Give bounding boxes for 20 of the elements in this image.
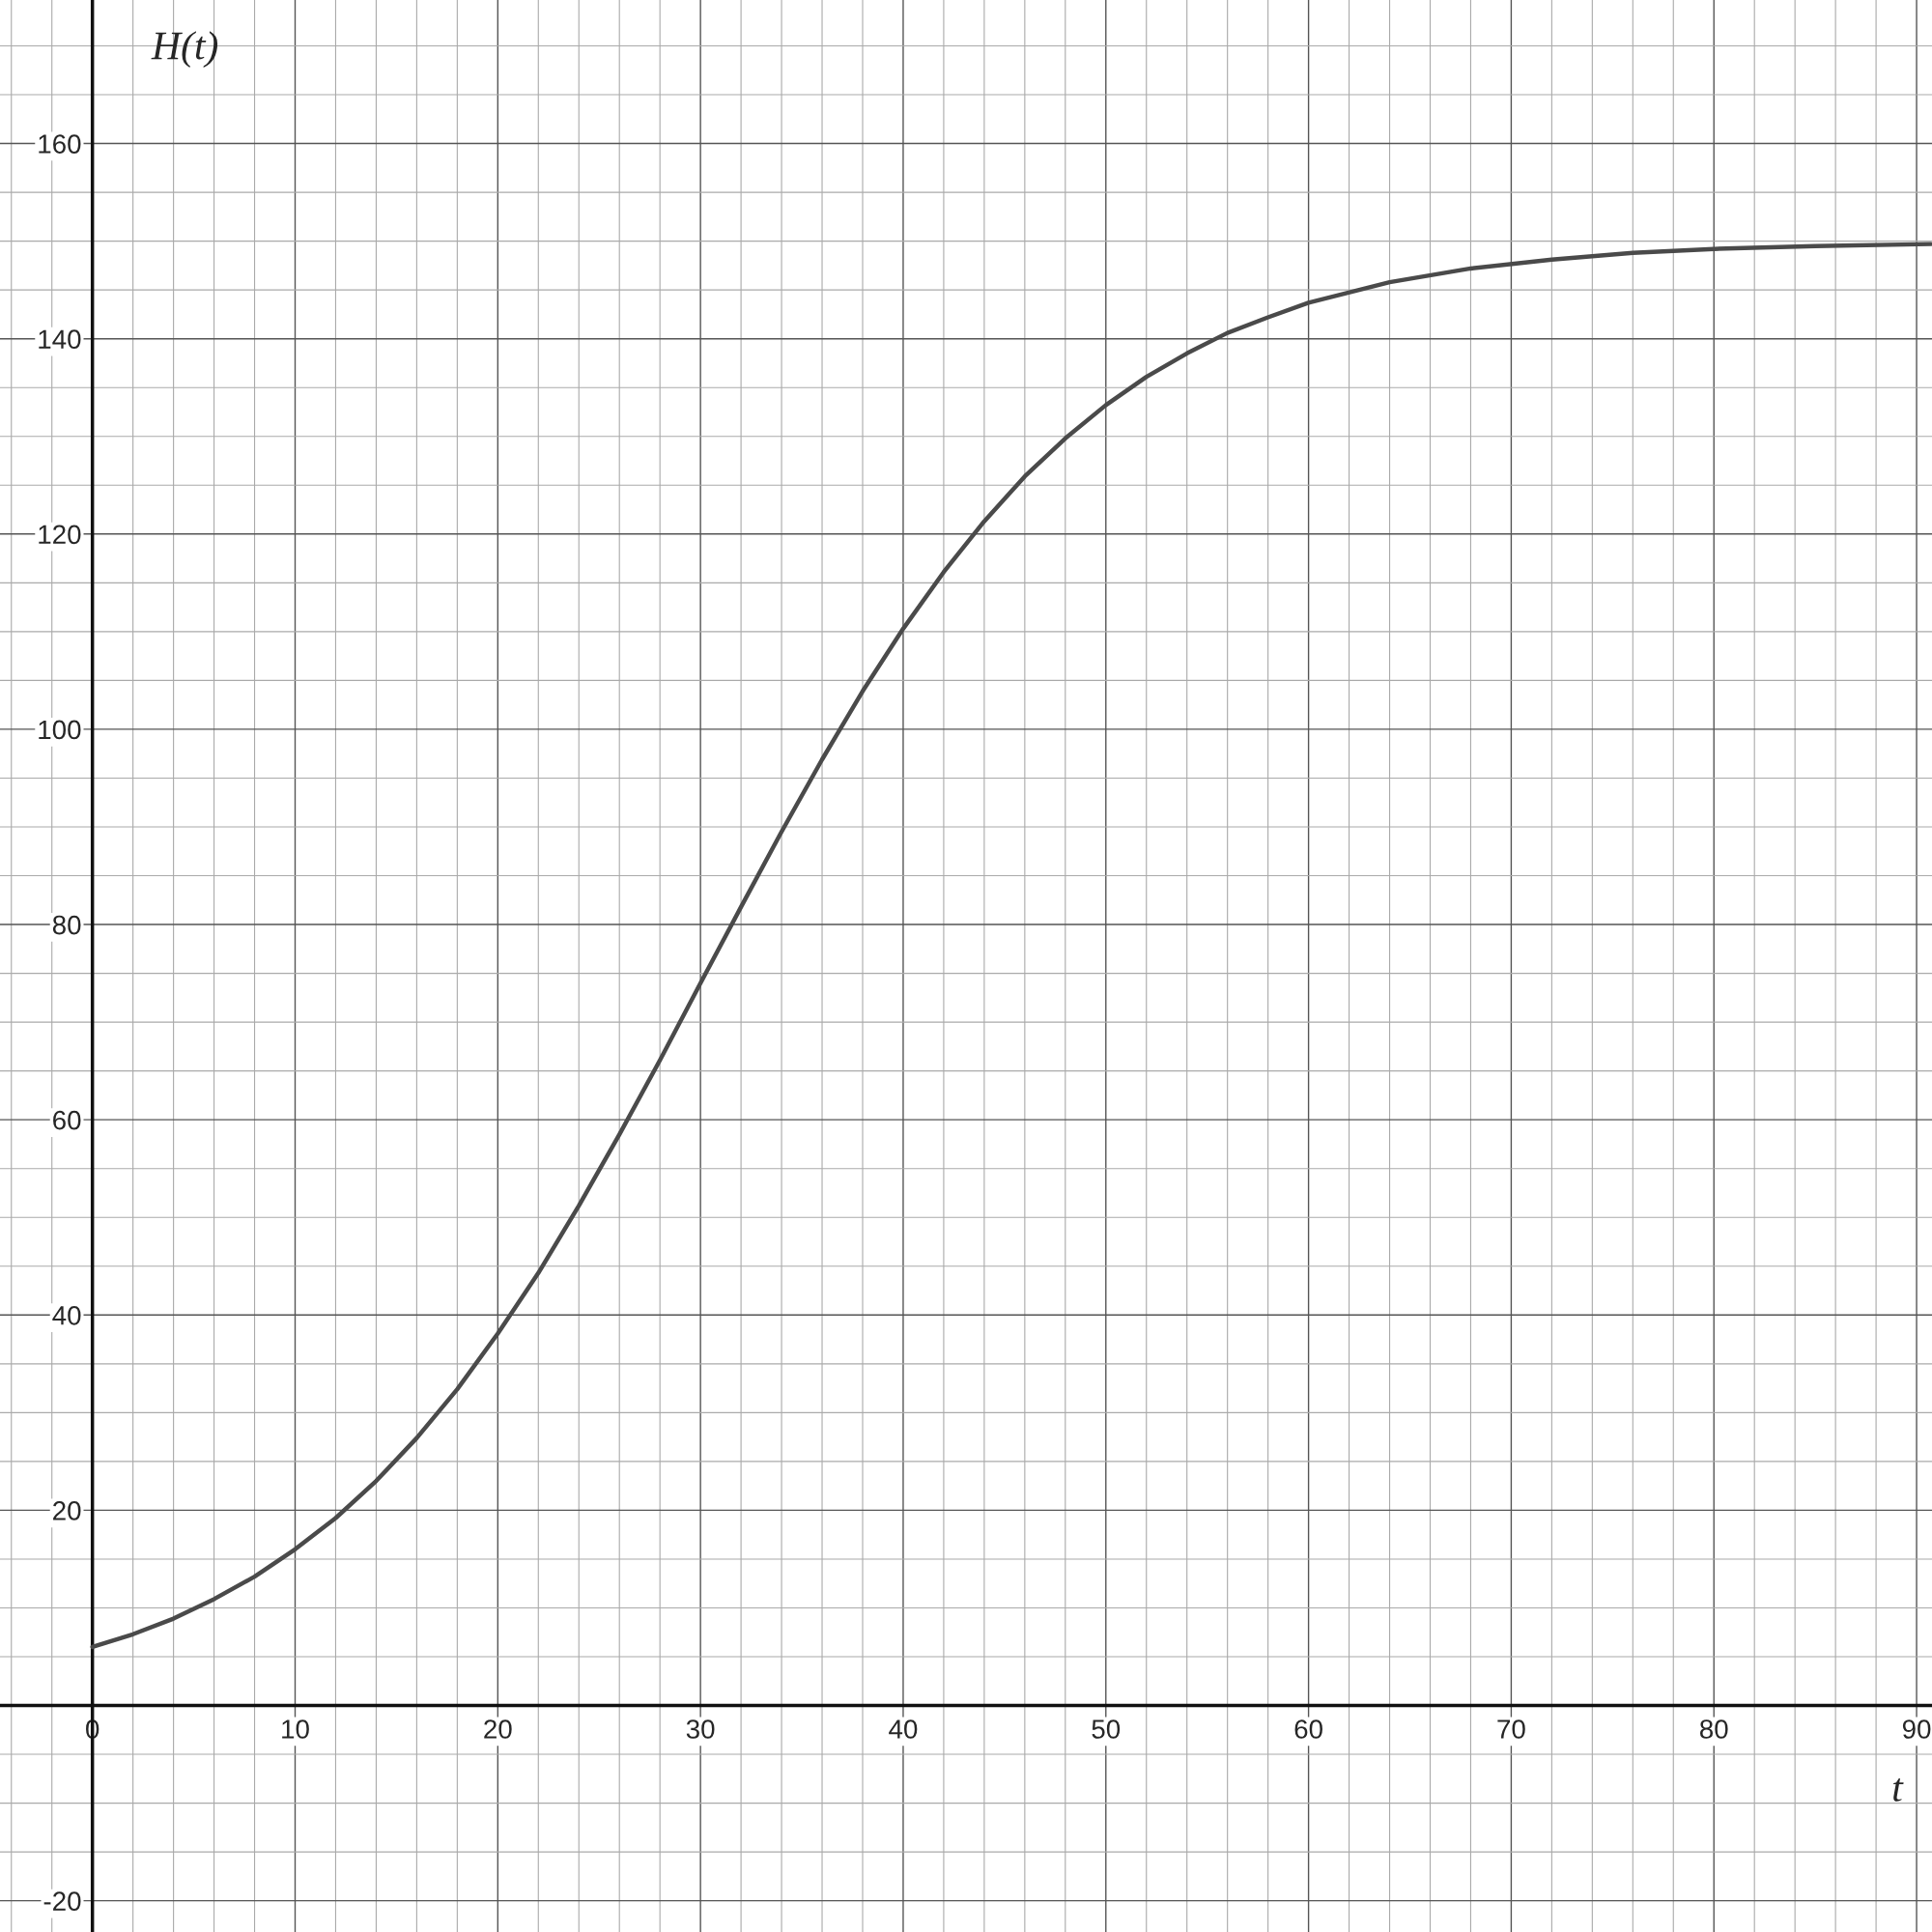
y-tick-label: 160: [39, 134, 81, 154]
x-tick-label: 20: [484, 1719, 512, 1739]
y-tick-label: -20: [43, 1891, 81, 1911]
x-tick-label: 10: [282, 1719, 309, 1739]
x-axis-title: t: [1893, 1777, 1904, 1802]
x-tick-label: 90: [1902, 1719, 1931, 1739]
y-tick-label: 20: [53, 1501, 81, 1520]
y-tick-label: 80: [52, 915, 81, 935]
x-tick-label: 70: [1497, 1719, 1525, 1739]
y-tick-label: 120: [39, 525, 81, 545]
x-tick-label: 40: [889, 1719, 918, 1739]
x-tick-label: 60: [1294, 1719, 1322, 1739]
x-tick-label: 80: [1699, 1719, 1728, 1739]
x-tick-label: 30: [686, 1719, 715, 1739]
x-tick-label: 50: [1092, 1719, 1121, 1739]
y-tick-label: 40: [52, 1305, 81, 1325]
y-tick-label: 60: [53, 1110, 81, 1130]
y-tick-label: 100: [39, 720, 81, 740]
y-axis-title: H(t): [151, 31, 218, 68]
y-tick-label: 140: [39, 329, 81, 350]
